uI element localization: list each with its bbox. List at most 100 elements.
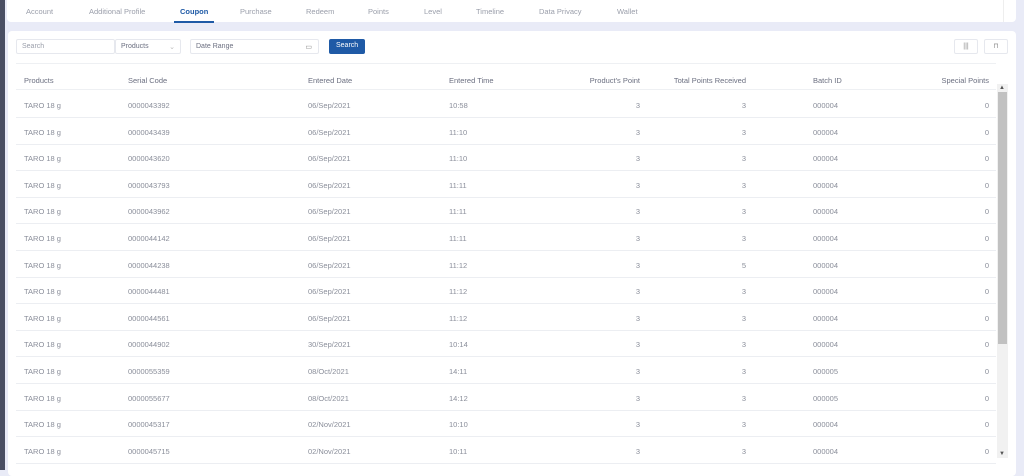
table-cell: 11:12 [449,260,468,270]
table-cell: 3 [635,180,640,190]
tab-coupon[interactable]: Coupon [173,7,215,23]
table-cell: 3 [635,313,640,323]
table-row[interactable] [16,224,996,251]
table-cell: 0000043392 [128,101,170,110]
tab-wallet[interactable]: Wallet [617,7,638,16]
table-cell: 000004 [813,154,839,164]
table-row[interactable] [16,197,996,225]
table-row[interactable] [16,357,996,384]
table-cell: 5 [741,260,746,270]
table-cell: 02/Nov/2021 [308,420,351,430]
table-row[interactable] [16,384,996,411]
table-cell: 3 [635,446,640,456]
tab-level[interactable]: Level [424,7,442,16]
table-cell: 06/Sep/2021 [308,234,351,243]
table-cell: 14:11 [449,367,468,376]
table-cell: 0000055677 [128,393,170,403]
tab-timeline[interactable]: Timeline [476,7,505,16]
table-cell: 11:12 [449,313,468,323]
chevron-down-icon: ⌄ [169,44,175,51]
tab-points[interactable]: Points [368,7,389,16]
table-cell: TARO 18 g [24,260,61,270]
search-input[interactable]: Search [16,39,115,54]
table-cell: TARO 18 g [24,367,61,376]
column-header: Entered Time [449,76,494,85]
table-cell: TARO 18 g [24,393,61,403]
scroll-up-icon[interactable]: ▲ [999,85,1005,91]
columns-icon[interactable]: ||| [954,39,978,54]
table-cell: 000004 [813,446,839,456]
table-cell: 3 [635,101,640,110]
table-row[interactable] [16,251,996,278]
table-cell: 0000043793 [128,180,170,190]
table-cell: 0000044481 [128,287,170,297]
search-button[interactable]: Search [329,39,366,54]
table-cell: 06/Sep/2021 [308,180,351,190]
table-cell: 0000045317 [128,420,170,430]
table-row[interactable] [16,437,996,464]
table-cell: 0000044561 [128,313,170,323]
table-cell: 14:12 [449,393,468,403]
table-cell: 0000045715 [128,446,170,456]
table-cell: 000004 [813,234,839,243]
table-cell: 0 [984,101,989,110]
table-cell: TARO 18 g [24,180,61,190]
table-cell: 000004 [813,420,839,430]
table-row[interactable] [16,277,996,305]
table-cell: 3 [741,367,746,376]
table-cell: 11:11 [449,234,467,243]
scroll-down-icon[interactable]: ▼ [999,451,1005,457]
table-row[interactable] [16,330,996,358]
table-cell: 000005 [813,367,839,376]
table-cell: 0 [984,313,989,323]
table-cell: 3 [635,234,640,243]
date-range-input[interactable]: Date Range ▭ [190,39,319,54]
table-cell: 0 [984,446,989,456]
table-cell: 3 [635,340,640,350]
tab-additional-profile[interactable]: Additional Profile [89,7,146,16]
table-cell: 3 [635,260,640,270]
table-cell: 000004 [813,180,839,190]
table-row[interactable] [16,144,996,172]
date-range-placeholder: Date Range [196,43,234,50]
category-select[interactable]: Products ⌄ [115,39,181,54]
table-cell: 0 [984,154,989,164]
calendar-icon: ▭ [305,44,312,51]
table-row[interactable] [16,410,996,438]
table-cell: 0 [984,234,989,243]
tab-account[interactable]: Account [26,7,54,16]
tab-bar: Account Additional Profile Coupon Purchase R… [7,0,1016,23]
table-cell: TARO 18 g [24,127,61,137]
table-cell: 10:11 [449,446,468,456]
table-cell: 11:11 [449,180,467,190]
table-cell: 0000044142 [128,234,170,243]
tab-purchase[interactable]: Purchase [240,7,272,16]
table-row[interactable] [16,304,996,331]
divider [1003,0,1004,22]
table-cell: 06/Sep/2021 [308,154,351,164]
table-cell: TARO 18 g [24,101,61,110]
export-icon[interactable]: ⊓ [984,39,1008,54]
table-row[interactable] [16,118,996,145]
table-cell: 11:10 [449,127,468,137]
divider [16,63,996,64]
table-cell: 0 [984,393,989,403]
table-cell: TARO 18 g [24,287,61,297]
table-cell: 0 [984,180,989,190]
scrollbar-thumb[interactable] [998,92,1007,344]
table-cell: 0 [984,127,989,137]
table-row[interactable] [16,171,996,198]
left-border [0,0,5,470]
table-cell: 3 [741,393,746,403]
table-cell: 000004 [813,127,839,137]
tab-redeem[interactable]: Redeem [306,7,335,16]
table-row[interactable] [16,91,996,118]
table-cell: TARO 18 g [24,154,61,164]
table-cell: 11:10 [449,154,468,164]
scrollbar[interactable]: ▲ ▼ [997,84,1008,458]
table-cell: 0000044238 [128,260,170,270]
column-header: Batch ID [813,76,842,85]
tab-data-privacy[interactable]: Data Privacy [539,7,582,16]
table-cell: 0000044902 [128,340,170,350]
table-cell: 3 [741,234,746,243]
